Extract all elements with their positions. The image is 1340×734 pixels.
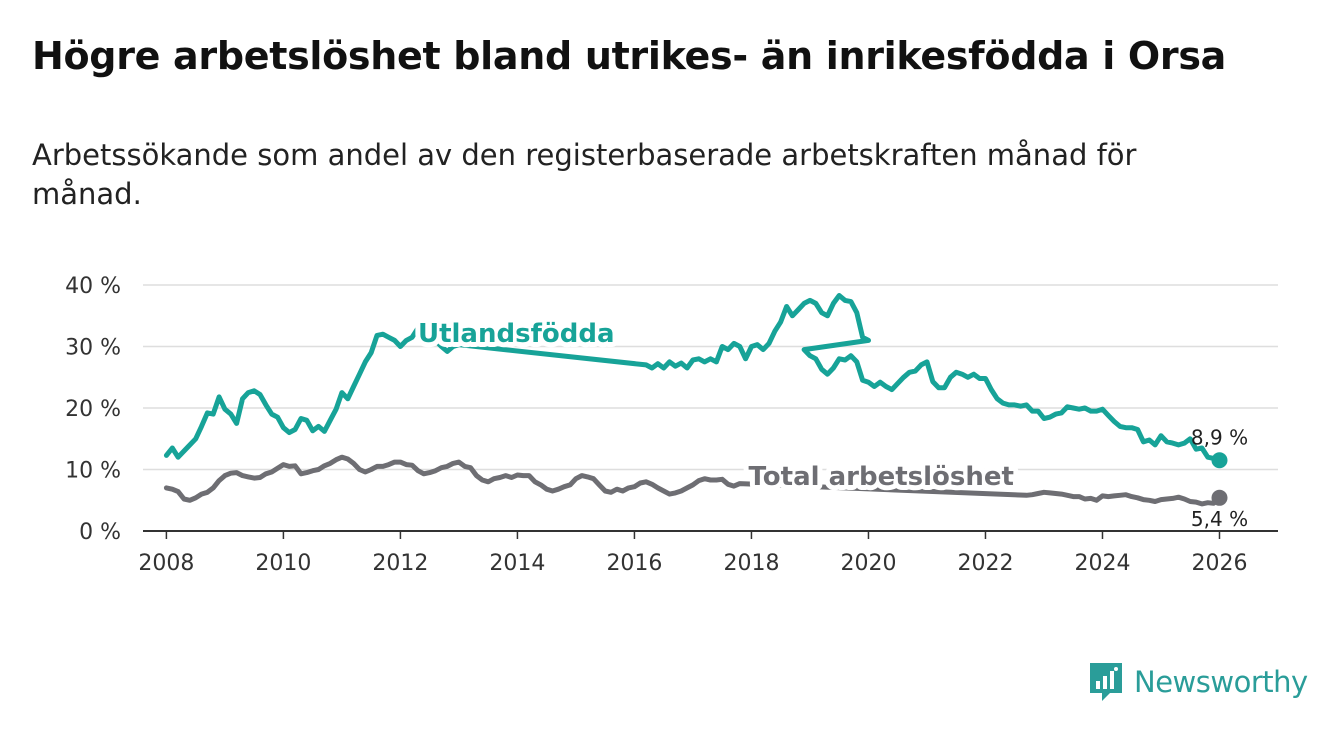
end-point-1 xyxy=(1211,489,1228,506)
x-axis: 2008 2010 2012 2014 2016 2018 2020 2022 2024 2026 xyxy=(138,530,1278,576)
y-tick-label: 30 % xyxy=(65,336,121,361)
brand: Newsworthy xyxy=(1088,660,1308,704)
series-line-1 xyxy=(163,454,1222,507)
newsworthy-logo-icon xyxy=(1090,663,1122,701)
y-tick-label: 20 % xyxy=(65,397,121,422)
end-point-0 xyxy=(1211,452,1228,469)
series-lines xyxy=(163,293,1222,507)
chart-title: Högre arbetslöshet bland utrikes- än inr… xyxy=(32,34,1227,78)
series-label: Utlandsfödda xyxy=(418,319,615,349)
x-tick-label: 2014 xyxy=(489,551,545,576)
y-tick-label: 0 % xyxy=(79,520,121,545)
x-tick-label: 2020 xyxy=(840,551,896,576)
x-tick-label: 2026 xyxy=(1191,551,1247,576)
y-axis-ticks: 0 % 10 % 20 % 30 % 40 % xyxy=(65,274,121,545)
chart-subtitle: Arbetssökande som andel av den registerb… xyxy=(32,138,1137,211)
series-label-halo: Total arbetslöshet xyxy=(749,462,1014,492)
x-tick-label: 2008 xyxy=(138,551,194,576)
series-label-halo: Utlandsfödda xyxy=(418,319,615,349)
brand-name: Newsworthy xyxy=(1134,665,1308,699)
end-value-label: 8,9 % xyxy=(1191,425,1248,449)
y-tick-label: 40 % xyxy=(65,274,121,299)
x-tick-label: 2016 xyxy=(606,551,662,576)
x-tick-label: 2018 xyxy=(723,551,779,576)
x-tick-label: 2010 xyxy=(255,551,311,576)
end-value-label: 5,4 % xyxy=(1191,507,1248,531)
gridlines xyxy=(143,284,1278,471)
x-tick-label: 2022 xyxy=(957,551,1013,576)
series-line-0 xyxy=(163,293,1222,463)
x-tick-label: 2012 xyxy=(372,551,428,576)
y-tick-label: 10 % xyxy=(65,459,121,484)
x-tick-label: 2024 xyxy=(1074,551,1130,576)
series-label: Total arbetslöshet xyxy=(749,462,1014,492)
